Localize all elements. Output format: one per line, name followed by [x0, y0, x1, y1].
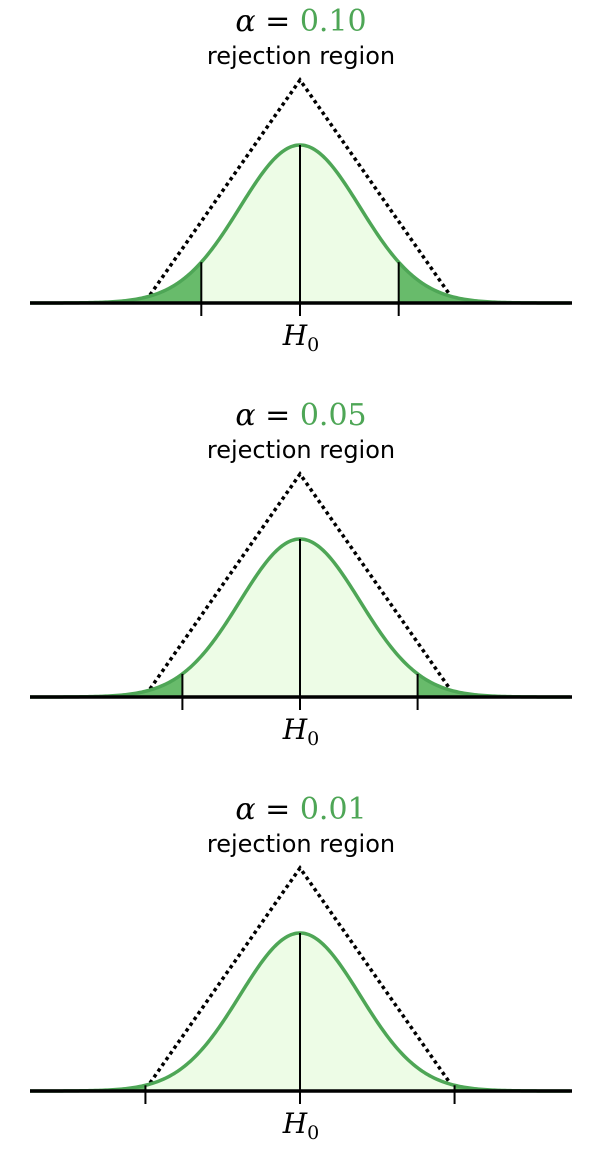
h0-main: H [282, 319, 308, 352]
null-hypothesis-label: H0 [0, 320, 602, 361]
h0-subscript: 0 [307, 1122, 320, 1144]
h0-main: H [282, 713, 308, 746]
dotted-envelope [148, 76, 452, 297]
dotted-envelope [148, 470, 452, 691]
null-hypothesis-label: H0 [0, 1108, 602, 1149]
rejection-region-label: rejection region [206, 830, 396, 858]
alpha-value: 0.01 [299, 792, 367, 827]
alpha-title: α = 0.10 [0, 5, 602, 39]
alpha-symbol: α [235, 792, 256, 827]
null-hypothesis-label: H0 [0, 714, 602, 755]
alpha-title: α = 0.05 [0, 399, 602, 433]
rejection-tail-left [30, 673, 183, 697]
equals-sign: = [265, 4, 291, 39]
alpha-value: 0.10 [299, 4, 367, 39]
rejection-tail-left [30, 262, 202, 303]
distribution-plot [30, 76, 572, 316]
alpha-symbol: α [235, 398, 256, 433]
rejection-tail-right [398, 262, 570, 303]
alpha-symbol: α [235, 4, 256, 39]
h0-subscript: 0 [307, 334, 320, 356]
dotted-envelope [148, 864, 452, 1085]
distribution-plot [30, 864, 572, 1104]
alpha-value: 0.05 [299, 398, 367, 433]
panel-alpha-005: α = 0.05 rejection region H0 [0, 394, 602, 778]
h0-main: H [282, 1107, 308, 1140]
equals-sign: = [265, 792, 291, 827]
h0-subscript: 0 [307, 728, 320, 750]
alpha-title: α = 0.01 [0, 793, 602, 827]
rejection-region-label: rejection region [206, 436, 396, 464]
panel-alpha-001: α = 0.01 rejection region H0 [0, 788, 602, 1172]
equals-sign: = [265, 398, 291, 433]
panel-alpha-010: α = 0.10 rejection region H0 [0, 0, 602, 384]
rejection-region-label: rejection region [206, 42, 396, 70]
rejection-tail-right [417, 673, 570, 697]
distribution-plot [30, 470, 572, 710]
